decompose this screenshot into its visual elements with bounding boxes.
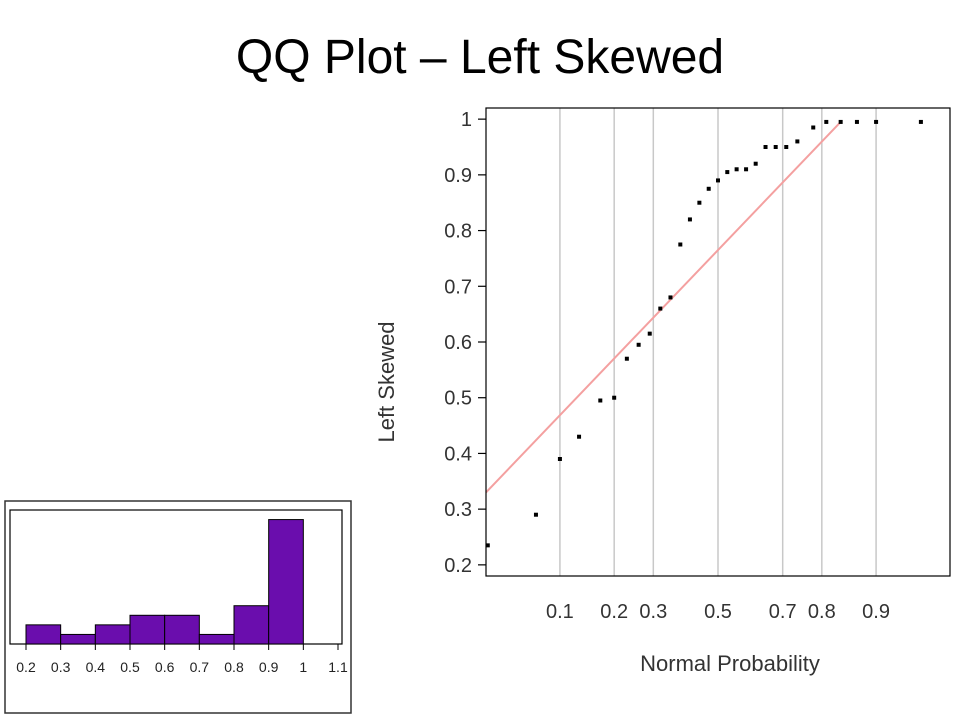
qq-point xyxy=(485,543,490,548)
qq-point xyxy=(678,242,683,247)
histogram-bar xyxy=(198,633,235,645)
qq-point xyxy=(824,119,829,124)
qq-point xyxy=(612,395,617,400)
histogram-bar xyxy=(129,614,166,645)
qq-point xyxy=(697,200,702,205)
histogram-x-tick-label: 0.9 xyxy=(259,659,279,675)
qq-point xyxy=(811,125,816,130)
qq-x-tick-label: 0.7 xyxy=(769,601,797,623)
qq-point xyxy=(795,139,800,144)
qq-x-tick-label: 0.9 xyxy=(862,601,890,623)
histogram-x-tick-label: 0.7 xyxy=(190,659,210,675)
histogram-bar xyxy=(94,624,131,645)
qq-x-tick-label: 0.3 xyxy=(639,601,667,623)
qq-y-tick-label: 0.7 xyxy=(444,276,472,298)
histogram-bar xyxy=(268,519,304,645)
qq-point xyxy=(557,457,562,461)
qq-plot: 0.20.30.40.50.60.70.80.91 0.1 0.2 0.3 0.5 0.… xyxy=(374,107,951,676)
qq-point xyxy=(753,161,758,166)
qq-point xyxy=(744,167,749,172)
reference-line xyxy=(485,121,842,494)
qq-point xyxy=(854,119,859,124)
qq-x-axis-label: Normal Probability xyxy=(640,651,820,676)
qq-x-tick-label: 0.1 xyxy=(546,601,574,623)
qq-y-tick-label: 0.2 xyxy=(444,555,472,577)
qq-point xyxy=(763,145,768,149)
qq-y-tick-label: 1 xyxy=(461,109,472,131)
qq-point xyxy=(874,119,879,124)
qq-point xyxy=(918,119,923,124)
qq-y-axis: 0.2 0.3 0.4 0.5 0.6 0.7 0.8 0.9 1 xyxy=(444,109,486,577)
histogram-x-tick-label: 0.5 xyxy=(120,659,140,675)
qq-point xyxy=(636,342,641,347)
qq-point xyxy=(668,295,673,300)
histogram-bar xyxy=(60,633,96,645)
qq-point xyxy=(725,170,730,175)
histogram-x-tick-label: 1.1 xyxy=(328,659,348,675)
qq-point xyxy=(577,434,582,439)
qq-point xyxy=(624,356,629,361)
qq-grid xyxy=(559,108,877,576)
slide-title: QQ Plot – Left Skewed xyxy=(235,31,725,84)
qq-point xyxy=(598,398,603,403)
qq-point xyxy=(647,331,652,336)
qq-y-tick-label: 0.6 xyxy=(444,332,472,354)
histogram-bar xyxy=(25,624,62,645)
qq-point xyxy=(773,145,778,149)
histogram-x-tick-label: 1 xyxy=(299,659,307,675)
qq-point xyxy=(687,217,692,222)
qq-y-tick-label: 0.5 xyxy=(444,388,472,410)
histogram-x-tick-label: 0.4 xyxy=(86,659,106,675)
qq-point xyxy=(706,186,711,191)
qq-point xyxy=(784,145,789,149)
qq-x-axis: 0.1 0.2 0.3 0.5 0.7 0.8 0.9 xyxy=(546,601,890,623)
qq-point xyxy=(716,178,720,183)
qq-y-axis-label: Left Skewed xyxy=(374,321,399,442)
qq-point xyxy=(533,512,538,517)
qq-point xyxy=(734,167,739,172)
qq-y-tick-label: 0.4 xyxy=(444,443,472,465)
qq-point xyxy=(838,119,843,124)
histogram-x-tick-label: 0.6 xyxy=(155,659,175,675)
qq-y-tick-label: 0.3 xyxy=(444,499,472,521)
qq-x-tick-label: 0.2 xyxy=(600,601,628,623)
qq-y-tick-label: 0.9 xyxy=(444,165,472,187)
qq-y-tick-label: 0.8 xyxy=(444,221,472,243)
histogram-x-tick-label: 0.3 xyxy=(51,659,71,675)
histogram: 0.2 0.3 0.4 0.5 0.6 0.7 0.8 0.9 1 1.1 xyxy=(4,500,352,714)
histogram-x-axis: 0.2 0.3 0.4 0.5 0.6 0.7 0.8 0.9 1 1.1 xyxy=(16,644,348,675)
histogram-bars xyxy=(25,519,304,645)
histogram-x-tick-label: 0.2 xyxy=(16,659,36,675)
histogram-bar xyxy=(164,614,200,645)
qq-points xyxy=(485,119,923,548)
histogram-x-tick-label: 0.8 xyxy=(224,659,244,675)
qq-point xyxy=(658,306,663,311)
histogram-bar xyxy=(233,605,270,645)
qq-x-tick-label: 0.5 xyxy=(704,601,732,623)
qq-x-tick-label: 0.8 xyxy=(808,601,836,623)
